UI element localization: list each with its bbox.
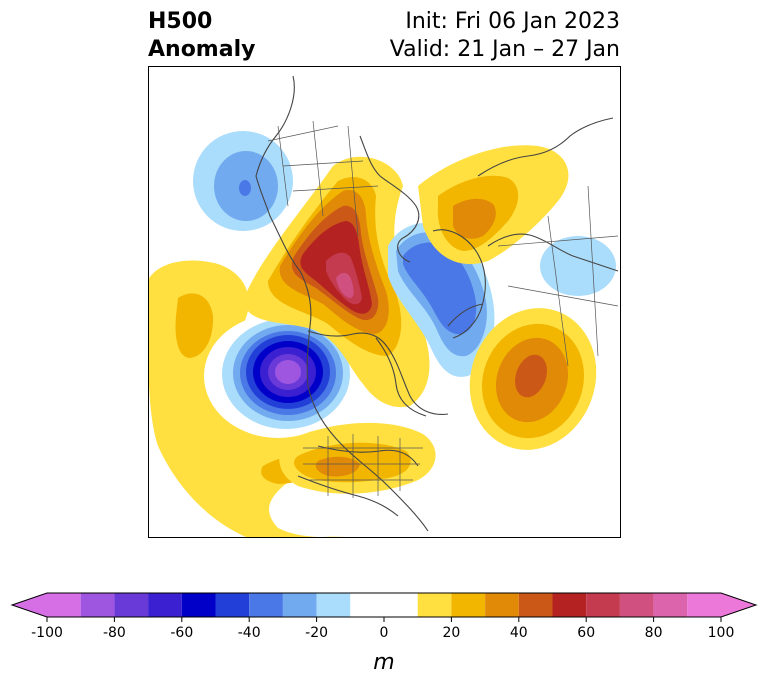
colorbar-cell [552, 593, 587, 617]
colorbar-cell [215, 593, 250, 617]
colorbar-unit-label: m [373, 650, 394, 675]
anomaly-gulf-of-alaska-low [193, 131, 293, 231]
anomaly-map [148, 66, 621, 538]
colorbar-tick-label: 20 [442, 625, 460, 641]
colorbar-cell [518, 593, 553, 617]
chart-title: H500 Anomaly [148, 8, 255, 64]
map-frame [148, 66, 621, 538]
colorbar-cell [687, 593, 721, 617]
init-date-label: Init: Fri 06 Jan 2023 [405, 9, 620, 34]
anomaly-southern-us-ridge [279, 422, 436, 494]
anomaly-northeast-pacific-low [204, 314, 352, 438]
colorbar-cell [80, 593, 115, 617]
anomaly-central-canada-ridge [243, 156, 430, 408]
colorbar-tick-label: 100 [708, 625, 735, 641]
anomaly-siberia-ridge [418, 145, 569, 265]
colorbar-cells [10, 592, 758, 618]
colorbar-tick-label: 0 [380, 625, 389, 641]
colorbar-cell [485, 593, 519, 617]
title-line-1: H500 [148, 9, 213, 34]
anomaly-pacific-ridge-inner [175, 293, 214, 358]
colorbar-cell [417, 593, 452, 617]
anomaly-north-atlantic-ridge [469, 308, 597, 450]
colorbar-tick-label: -20 [305, 625, 328, 641]
colorbar-tick-label: -80 [103, 625, 126, 641]
colorbar-over-extension [721, 593, 756, 617]
colorbar-tick-label: -40 [238, 625, 261, 641]
colorbar-tick-label: -60 [170, 625, 193, 641]
colorbar-cell [586, 593, 620, 617]
colorbar-ticks: -100 -80 -60 -40 -20 0 20 40 60 80 100 [31, 617, 734, 641]
coastlines [255, 75, 619, 532]
colorbar: -100 -80 -60 -40 -20 0 20 40 60 80 100 m [10, 592, 758, 675]
valid-date-label: Valid: 21 Jan – 27 Jan [389, 37, 620, 62]
colorbar-tick-label: 40 [510, 625, 528, 641]
colorbar-cell [619, 593, 654, 617]
colorbar-cell [451, 593, 486, 617]
colorbar-cell [653, 593, 688, 617]
title-line-2: Anomaly [148, 37, 256, 62]
state-borders [267, 120, 619, 498]
colorbar-cell [114, 593, 149, 617]
colorbar-cell [316, 593, 351, 617]
colorbar-cell [181, 593, 216, 617]
anomaly-eurasia-low [540, 236, 616, 296]
colorbar-cell [282, 593, 317, 617]
colorbar-cell [350, 593, 418, 617]
colorbar-cell [249, 593, 283, 617]
colorbar-cell [148, 593, 182, 617]
colorbar-cell [47, 593, 81, 617]
colorbar-under-extension [12, 593, 47, 617]
colorbar-tick-label: 60 [577, 625, 595, 641]
colorbar-tick-label: -100 [31, 625, 63, 641]
forecast-dates: Init: Fri 06 Jan 2023 Valid: 21 Jan – 27… [390, 8, 620, 64]
colorbar-tick-label: 80 [645, 625, 663, 641]
